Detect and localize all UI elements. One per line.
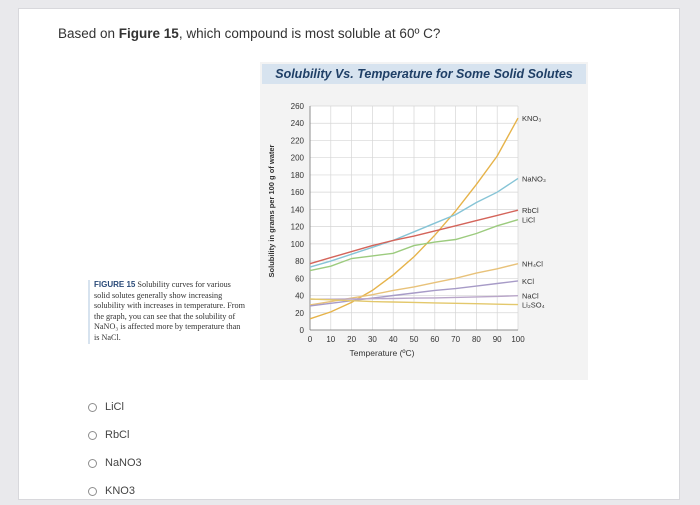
- y-tick-label: 20: [295, 309, 304, 318]
- series-lines: [309, 117, 519, 320]
- x-tick-label: 70: [451, 335, 460, 344]
- x-tick-label: 20: [347, 335, 356, 344]
- series-line: [309, 209, 519, 265]
- caption-figure-label: FIGURE 15: [94, 280, 136, 289]
- y-axis-ticks: 0 20 40 60 80 100 120 140 160 180 200 220 240 260: [291, 102, 305, 335]
- x-tick-label: 100: [511, 335, 525, 344]
- option-label: KNO3: [105, 485, 135, 497]
- series-line: [309, 117, 519, 320]
- option-label: LiCl: [105, 401, 124, 413]
- y-tick-label: 120: [291, 223, 305, 232]
- series-label: NaCl: [522, 292, 539, 301]
- solubility-chart: 0 20 40 60 80 100 120 140 160 180 200 220 240 260 0 10…: [267, 102, 546, 358]
- radio-button[interactable]: [88, 430, 97, 440]
- series-label: KNO₃: [522, 114, 541, 123]
- question-suffix: , which compound is most soluble at 60º …: [178, 26, 441, 41]
- y-tick-label: 40: [295, 292, 304, 301]
- series-line: [309, 280, 519, 307]
- x-tick-label: 10: [326, 335, 335, 344]
- chart-title: Solubility Vs. Temperature for Some Soli…: [262, 64, 586, 84]
- series-label: KCl: [522, 277, 534, 286]
- y-tick-label: 240: [291, 119, 305, 128]
- series-label: LiCl: [522, 216, 535, 225]
- y-tick-label: 60: [295, 274, 304, 283]
- y-tick-label: 0: [300, 326, 305, 335]
- option-kno3[interactable]: KNO3: [88, 477, 142, 505]
- y-tick-label: 200: [291, 154, 305, 163]
- radio-button[interactable]: [88, 486, 97, 496]
- series-line: [310, 295, 519, 300]
- y-tick-label: 220: [291, 136, 305, 145]
- figure-caption: FIGURE 15 Solubility curves for various …: [88, 280, 246, 344]
- series-label: RbCl: [522, 206, 539, 215]
- y-tick-label: 140: [291, 205, 305, 214]
- option-nano3[interactable]: NaNO3: [88, 449, 142, 477]
- radio-button[interactable]: [88, 458, 97, 468]
- y-tick-label: 160: [291, 188, 305, 197]
- x-tick-label: 80: [472, 335, 481, 344]
- y-tick-label: 80: [295, 257, 304, 266]
- series-line: [309, 219, 519, 272]
- x-tick-label: 30: [368, 335, 377, 344]
- series-line: [309, 298, 519, 306]
- series-label: Li₂SO₄: [522, 301, 545, 310]
- question-prefix: Based on: [58, 26, 119, 41]
- caption-text: Solubility curves for various solid solu…: [94, 280, 245, 342]
- y-tick-label: 180: [291, 171, 305, 180]
- radio-button[interactable]: [88, 402, 97, 412]
- x-tick-label: 50: [410, 335, 419, 344]
- series-label: NH₄Cl: [522, 260, 543, 269]
- series-label: NaNO₃: [522, 174, 546, 183]
- answer-options: LiCl RbCl NaNO3 KNO3: [88, 393, 142, 505]
- x-tick-label: 90: [493, 335, 502, 344]
- y-axis-label: Solubility in grams per 100 g of water: [267, 144, 276, 277]
- series-line: [309, 177, 519, 268]
- x-tick-label: 40: [389, 335, 398, 344]
- option-label: RbCl: [105, 429, 130, 441]
- figure-reference: Figure 15: [118, 26, 179, 41]
- y-tick-label: 260: [291, 102, 305, 111]
- question-text: Based on Figure 15, which compound is mo…: [58, 26, 440, 41]
- x-tick-label: 60: [430, 335, 439, 344]
- option-rbcl[interactable]: RbCl: [88, 421, 142, 449]
- option-label: NaNO3: [105, 457, 142, 469]
- x-tick-label: 0: [308, 335, 313, 344]
- x-axis-label: Temperature (ºC): [350, 348, 415, 358]
- x-axis-ticks: 0 10 20 30 40 50 60 70 80 90 100: [308, 335, 525, 344]
- y-tick-label: 100: [291, 240, 305, 249]
- option-licl[interactable]: LiCl: [88, 393, 142, 421]
